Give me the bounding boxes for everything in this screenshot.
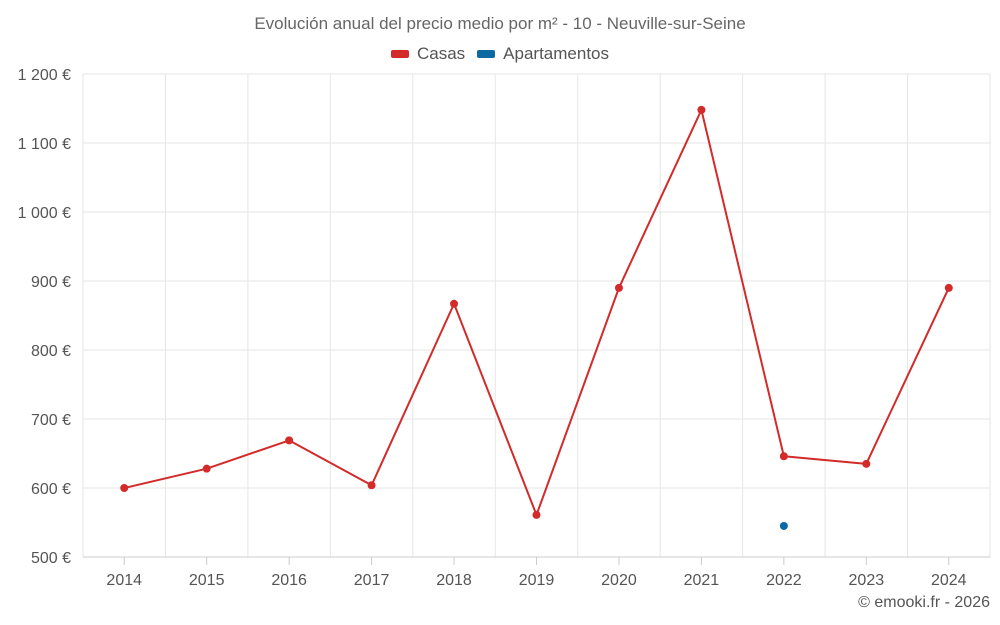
x-tick-label: 2020 xyxy=(601,572,637,589)
x-tick-label: 2015 xyxy=(189,572,225,589)
chart-title: Evolución anual del precio medio por m² … xyxy=(254,14,746,33)
data-point-casas[interactable] xyxy=(697,105,706,114)
y-tick-label: 800 € xyxy=(31,343,71,360)
legend-label-apartamentos: Apartamentos xyxy=(503,44,610,63)
data-point-casas[interactable] xyxy=(285,436,294,445)
y-tick-label: 1 200 € xyxy=(18,67,71,84)
x-tick-label: 2024 xyxy=(931,572,967,589)
x-tick-label: 2014 xyxy=(106,572,142,589)
x-tick-label: 2021 xyxy=(684,572,720,589)
chart-legend: Casas Apartamentos xyxy=(0,44,1000,64)
legend-swatch-casas xyxy=(390,50,409,58)
data-point-casas[interactable] xyxy=(450,299,459,308)
x-tick-label: 2023 xyxy=(849,572,885,589)
x-tick-label: 2017 xyxy=(354,572,390,589)
data-point-apartamentos[interactable] xyxy=(779,521,788,530)
y-tick-label: 600 € xyxy=(31,481,71,498)
data-point-casas[interactable] xyxy=(367,481,376,490)
y-tick-label: 700 € xyxy=(31,412,71,429)
y-tick-label: 500 € xyxy=(31,550,71,567)
data-point-casas[interactable] xyxy=(614,283,623,292)
y-tick-label: 1 100 € xyxy=(18,136,71,153)
data-point-casas[interactable] xyxy=(779,452,788,461)
x-tick-label: 2016 xyxy=(271,572,307,589)
data-point-casas[interactable] xyxy=(202,464,211,473)
data-point-casas[interactable] xyxy=(532,510,541,519)
credit-text: © emooki.fr - 2026 xyxy=(858,594,990,611)
data-point-casas[interactable] xyxy=(944,283,953,292)
y-tick-label: 900 € xyxy=(31,274,71,291)
x-tick-label: 2019 xyxy=(519,572,555,589)
legend-swatch-apartamentos xyxy=(477,50,496,58)
data-point-casas[interactable] xyxy=(120,484,129,492)
y-tick-label: 1 000 € xyxy=(18,205,71,222)
x-tick-label: 2018 xyxy=(436,572,472,589)
x-tick-label: 2022 xyxy=(766,572,802,589)
legend-item-apartamentos[interactable]: Apartamentos xyxy=(477,44,609,64)
data-point-casas[interactable] xyxy=(862,459,871,468)
legend-label-casas: Casas xyxy=(416,44,466,63)
legend-item-casas[interactable]: Casas xyxy=(390,44,466,64)
